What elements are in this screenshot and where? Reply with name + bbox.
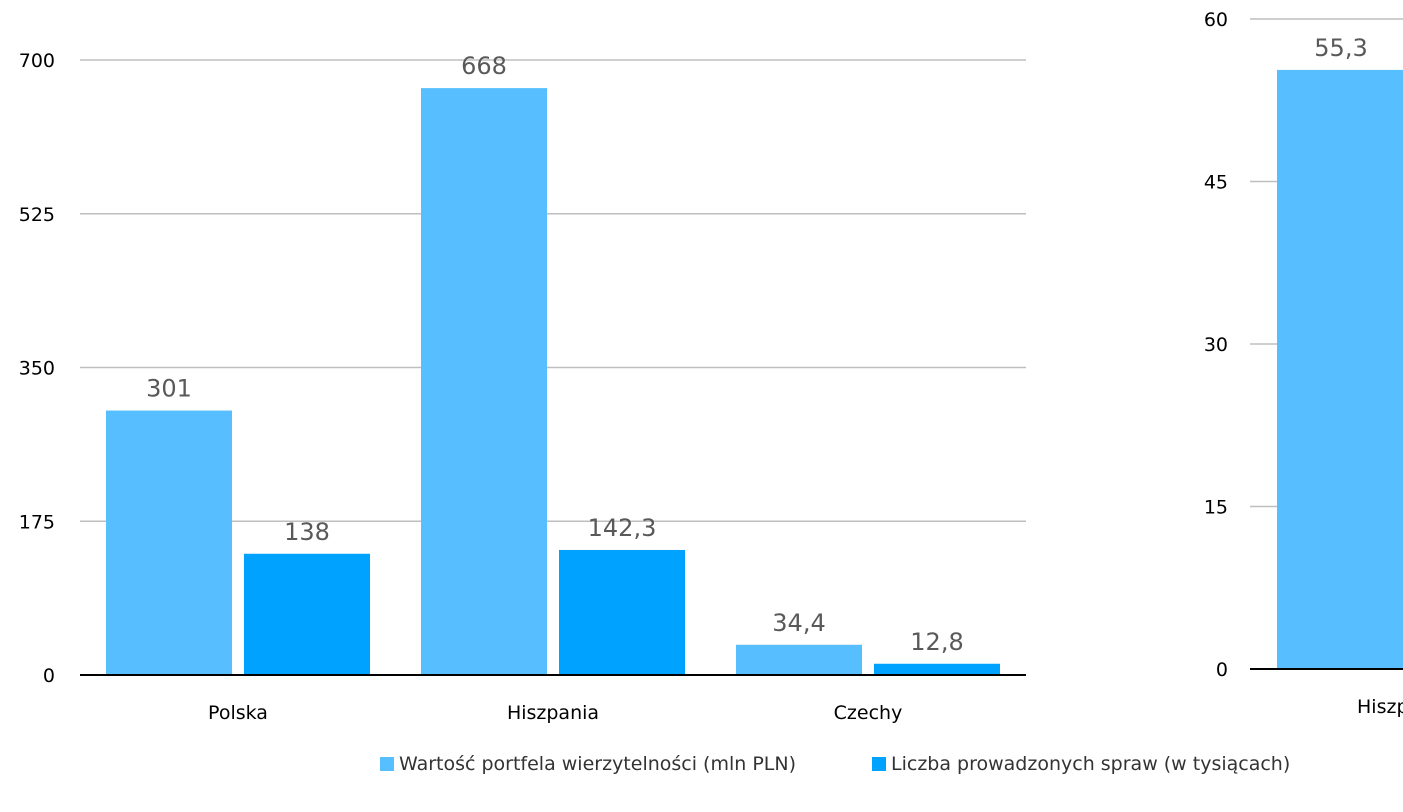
chart1-x-tick-label: Polska xyxy=(208,702,268,724)
legend-item-portfolio-value: Wartość portfela wierzytelności (mln PLN… xyxy=(380,753,796,775)
legend-label-case-count: Liczba prowadzonych spraw (w tysiącach) xyxy=(891,753,1291,775)
chart2-y-tick-label: 45 xyxy=(1204,172,1228,194)
legend-swatch-case-count xyxy=(872,757,887,771)
chart1-y-tick-label: 350 xyxy=(19,358,55,380)
chart1-data-label: 12,8 xyxy=(910,628,963,656)
chart2-y-tick-label: 30 xyxy=(1204,334,1228,356)
chart1-data-label: 668 xyxy=(461,52,507,80)
legend-label-portfolio-value: Wartość portfela wierzytelności (mln PLN… xyxy=(399,753,797,775)
legend-swatch-portfolio-value xyxy=(380,757,394,771)
chart1-y-tick-label: 175 xyxy=(19,511,55,533)
chart1-bar xyxy=(736,644,862,675)
chart2-y-tick-label: 60 xyxy=(1204,9,1228,31)
legend-item-case-count: Liczba prowadzonych spraw (w tysiącach) xyxy=(872,753,1290,775)
chart1-data-label: 138 xyxy=(284,518,330,546)
legend: Wartość portfela wierzytelności (mln PLN… xyxy=(380,753,1290,775)
chart1-bar xyxy=(874,663,1000,675)
chart2-x-tick-label: Hiszp xyxy=(1357,696,1403,718)
chart1-y-tick-label: 700 xyxy=(19,50,55,72)
chart1-y-tick-label: 525 xyxy=(19,204,55,226)
chart2-data-label: 55,3 xyxy=(1314,34,1367,62)
chart2-y-tick-label: 15 xyxy=(1204,497,1228,519)
chart1-data-label: 301 xyxy=(146,375,192,403)
chart1-bar xyxy=(106,410,232,675)
chart1-x-tick-label: Hiszpania xyxy=(507,702,599,724)
chart1-y-tick-label: 0 xyxy=(43,665,55,687)
chart1-bar xyxy=(244,553,370,675)
chart1-data-label: 34,4 xyxy=(772,609,825,637)
chart1-data-label: 142,3 xyxy=(588,514,657,542)
chart1-bar xyxy=(559,549,685,675)
chart1-bar xyxy=(421,88,547,676)
chart2-y-tick-label: 0 xyxy=(1216,659,1228,681)
chart2-bar xyxy=(1277,69,1403,669)
chart1-x-tick-label: Czechy xyxy=(834,702,903,724)
